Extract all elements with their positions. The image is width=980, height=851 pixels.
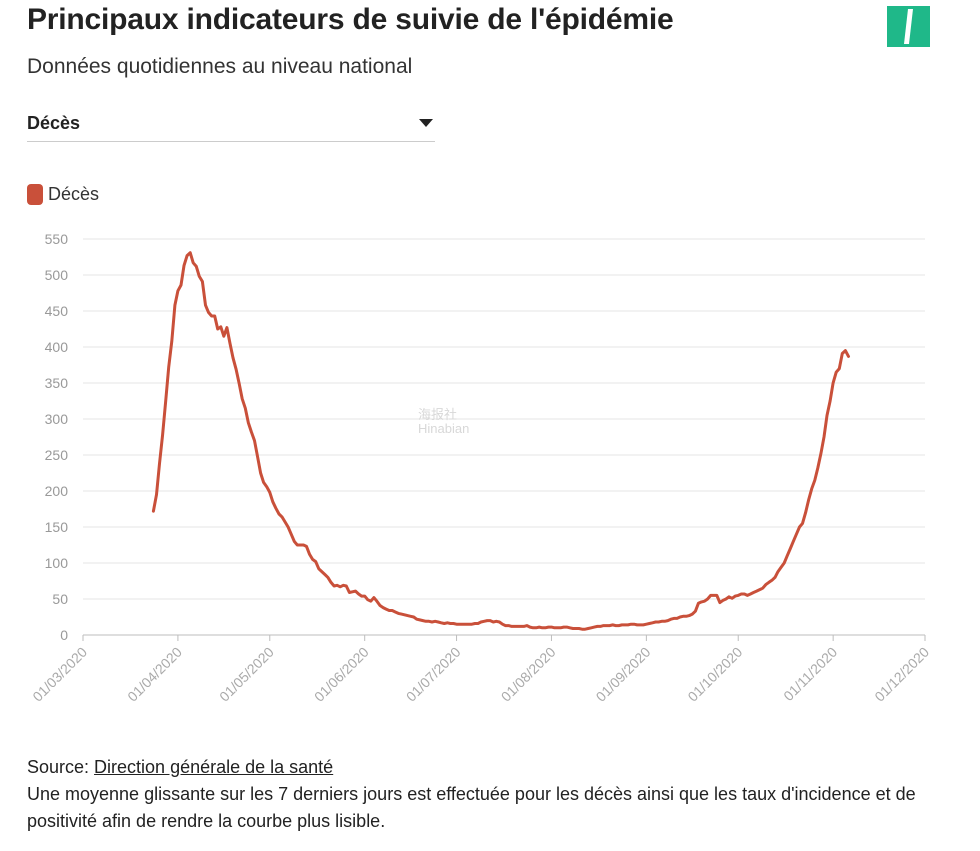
y-tick-label: 100 <box>45 555 69 571</box>
x-tick-label: 01/09/2020 <box>593 644 654 705</box>
indicator-select-value: Décès <box>27 113 81 133</box>
x-tick-label: 01/08/2020 <box>498 644 559 705</box>
series-line-deces <box>151 251 850 631</box>
y-tick-label: 350 <box>45 375 69 391</box>
source-link[interactable]: Direction générale de la santé <box>94 757 334 777</box>
x-tick-label: 01/10/2020 <box>684 644 745 705</box>
watermark-line1: 海报社 <box>418 407 458 422</box>
deaths-line-chart: 0 50 100 150 200 250 300 350 400 450 500 550 01/03/2… <box>29 231 932 705</box>
legend-label: Décès <box>48 183 100 204</box>
x-tick-label: 01/07/2020 <box>403 644 464 705</box>
y-tick-label: 150 <box>45 519 69 535</box>
y-tick-label: 250 <box>45 447 69 463</box>
slash-logo-icon[interactable] <box>887 6 930 47</box>
chevron-down-icon <box>419 119 433 127</box>
y-tick-label: 500 <box>45 267 69 283</box>
y-tick-label: 200 <box>45 483 69 499</box>
source-prefix: Source: <box>27 757 95 777</box>
y-tick-label: 550 <box>45 231 69 247</box>
source-note: Une moyenne glissante sur les 7 derniers… <box>27 784 916 831</box>
y-tick-label: 50 <box>52 591 68 607</box>
chart-source: Source: Direction générale de la santé U… <box>27 754 957 835</box>
watermark: 海报社 Hinabian <box>418 408 469 436</box>
y-tick-label: 300 <box>45 411 69 427</box>
x-tick-label: 01/04/2020 <box>124 644 185 705</box>
y-tick-label: 450 <box>45 303 69 319</box>
page-title: Principaux indicateurs de suivie de l'ép… <box>27 3 674 36</box>
legend-swatch <box>27 183 43 205</box>
chart-legend[interactable]: Décès <box>27 182 99 206</box>
x-tick-label: 01/12/2020 <box>871 644 932 705</box>
x-tick-label: 01/05/2020 <box>216 644 277 705</box>
indicator-select[interactable]: Décès <box>27 103 435 142</box>
page-subtitle: Données quotidiennes au niveau national <box>27 55 413 78</box>
x-tick-label: 01/03/2020 <box>29 644 90 705</box>
watermark-line2: Hinabian <box>418 421 470 436</box>
y-tick-label: 0 <box>60 627 68 643</box>
y-tick-label: 400 <box>45 339 69 355</box>
x-tick-label: 01/11/2020 <box>780 644 840 704</box>
x-tick-label: 01/06/2020 <box>311 644 372 705</box>
